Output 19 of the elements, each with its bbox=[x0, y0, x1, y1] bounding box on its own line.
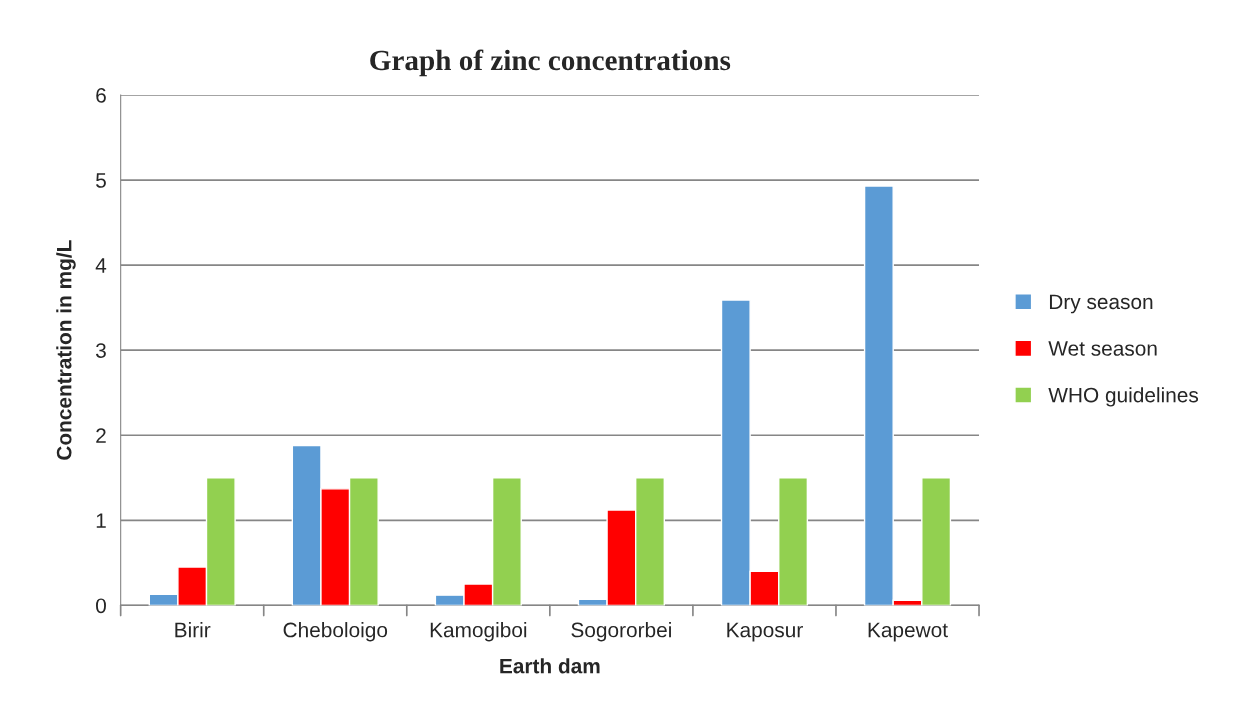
y-tick-label: 1 bbox=[96, 513, 106, 528]
legend-label: Dry season bbox=[1049, 294, 1153, 314]
chart-title: Graph of zinc concentrations bbox=[370, 49, 731, 77]
x-tick-label: Cheboloigo bbox=[283, 622, 388, 642]
legend-label: WHO guidelines bbox=[1048, 387, 1199, 407]
y-tick-label: 3 bbox=[95, 343, 106, 358]
x-tick-label: Kaposur bbox=[727, 622, 803, 642]
y-tick-label: 6 bbox=[96, 87, 106, 103]
x-tick-label: Kapewot bbox=[868, 622, 948, 642]
legend-label: Wet season bbox=[1048, 341, 1157, 356]
y-tick-label: 5 bbox=[96, 173, 106, 188]
y-axis-title: Concentration in mg/L bbox=[56, 240, 76, 460]
y-tick-label: 2 bbox=[96, 428, 106, 443]
x-tick-label: Kamogiboi bbox=[430, 622, 527, 642]
x-axis-title: Earth dam bbox=[500, 658, 600, 674]
x-tick-label: Sogororbei bbox=[571, 622, 671, 642]
y-tick-label: 4 bbox=[95, 258, 107, 273]
x-tick-label: Birir bbox=[175, 622, 211, 638]
y-tick-label: 0 bbox=[96, 598, 106, 614]
